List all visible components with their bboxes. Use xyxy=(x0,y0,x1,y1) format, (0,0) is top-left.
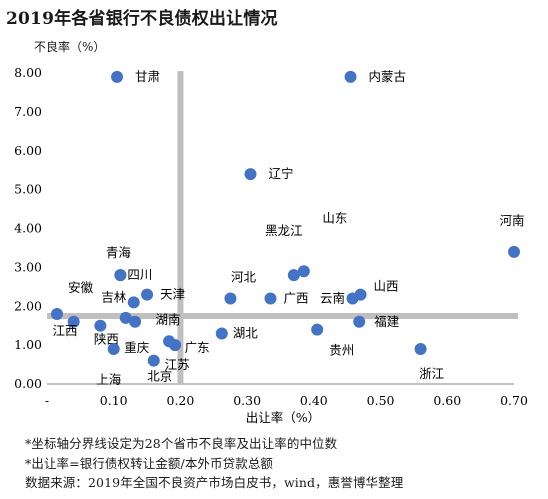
scatter-point xyxy=(414,343,427,356)
y-axis-label: 不良率（%） xyxy=(34,40,106,54)
scatter-point xyxy=(264,292,277,305)
point-label: 江苏 xyxy=(165,357,190,372)
scatter-point xyxy=(224,292,237,305)
scatter-point xyxy=(114,269,127,282)
scatter-chart: 0.00 1.00 2.00 3.00 4.00 5.00 6.00 7.00 8.00 - 0.1… xyxy=(14,65,528,425)
point-label: 内蒙古 xyxy=(369,69,407,84)
point-label: 黑龙江 xyxy=(265,223,303,238)
y-tick-label: 1.00 xyxy=(14,337,42,352)
point-label: 甘肃 xyxy=(135,69,160,84)
point-label: 广西 xyxy=(283,290,308,305)
point-label: 贵州 xyxy=(329,343,354,358)
x-tick-label: 0.50 xyxy=(367,393,395,408)
point-label: 青海 xyxy=(106,245,132,260)
scatter-point xyxy=(311,323,324,336)
scatter-point xyxy=(129,315,142,328)
x-tick-label: 0.20 xyxy=(167,393,195,408)
chart-title: 2019年各省银行不良债权出让情况 xyxy=(6,9,278,29)
x-tick-label: 0.60 xyxy=(433,393,461,408)
scatter-point xyxy=(287,269,300,282)
x-tick-label: 0.40 xyxy=(300,393,328,408)
scatter-point xyxy=(147,354,160,367)
scatter-point xyxy=(107,343,120,356)
point-label: 江西 xyxy=(52,323,77,338)
point-label: 上海 xyxy=(96,372,122,387)
y-tick-label: 0.00 xyxy=(14,376,42,391)
scatter-point xyxy=(111,70,124,83)
scatter-point xyxy=(67,315,80,328)
point-label: 辽宁 xyxy=(268,166,293,181)
y-tick-label: 7.00 xyxy=(14,104,42,119)
point-label: 湖北 xyxy=(233,325,259,340)
point-label: 河南 xyxy=(499,213,524,228)
point-label: 北京 xyxy=(147,369,172,384)
scatter-point xyxy=(119,311,132,324)
point-label: 安徽 xyxy=(68,280,94,295)
y-tick-label: 8.00 xyxy=(14,65,42,80)
point-label: 浙江 xyxy=(419,366,444,381)
scatter-point xyxy=(346,292,359,305)
y-tick-label: 6.00 xyxy=(14,143,42,158)
x-tick-label: - xyxy=(45,393,49,408)
scatter-point xyxy=(353,315,366,328)
scatter-point xyxy=(344,70,357,83)
scatter-point xyxy=(94,319,107,332)
point-label: 山东 xyxy=(322,210,347,225)
point-label: 山西 xyxy=(374,279,399,294)
scatter-point xyxy=(244,168,257,181)
point-label: 云南 xyxy=(320,290,345,305)
y-tick-label: 4.00 xyxy=(14,221,42,236)
point-label: 四川 xyxy=(127,267,152,282)
scatter-point xyxy=(215,327,228,340)
point-label: 广东 xyxy=(185,340,210,355)
note-median: *坐标轴分界线设定为28个省市不良率及出让率的中位数 xyxy=(25,436,338,451)
scatter-point xyxy=(169,339,182,352)
point-label: 天津 xyxy=(160,287,185,302)
y-tick-label: 5.00 xyxy=(14,182,42,197)
point-label: 河北 xyxy=(231,269,257,284)
point-label: 福建 xyxy=(374,314,400,329)
point-label: 湖南 xyxy=(156,312,181,327)
x-tick-label: 0.10 xyxy=(100,393,128,408)
note-source: 数据来源：2019年全国不良资产市场白皮书，wind，惠誉博华整理 xyxy=(25,475,404,490)
y-tick-label: 2.00 xyxy=(14,298,42,313)
scatter-point xyxy=(508,245,520,258)
y-tick-label: 3.00 xyxy=(14,259,42,274)
scatter-point xyxy=(51,308,64,321)
x-tick-label: 0.70 xyxy=(500,393,528,408)
point-label: 吉林 xyxy=(101,289,127,304)
scatter-point xyxy=(141,288,154,301)
note-definition: *出让率=银行债权转让金额/本外币贷款总额 xyxy=(25,456,274,471)
x-axis-label: 出让率（%） xyxy=(246,410,320,425)
point-label: 重庆 xyxy=(124,340,150,355)
scatter-point xyxy=(127,296,140,309)
scatter-point xyxy=(297,265,310,278)
point-label: 陕西 xyxy=(94,332,119,347)
x-tick-label: 0.30 xyxy=(233,393,261,408)
